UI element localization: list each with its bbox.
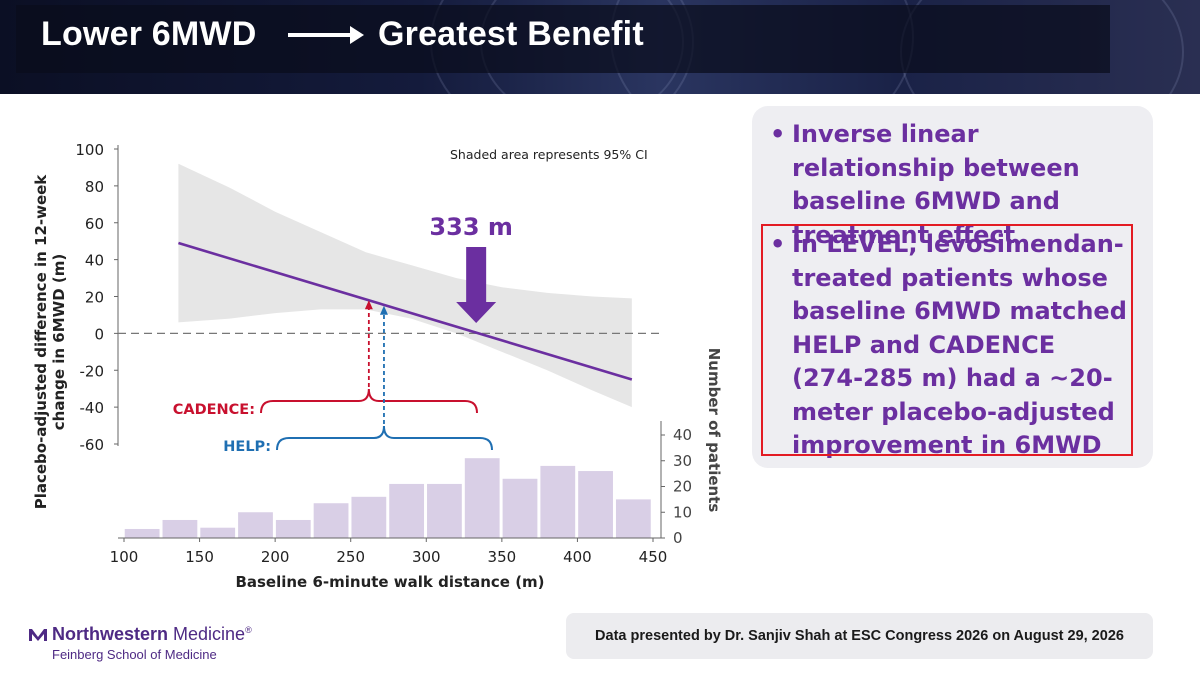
histogram-bar [389,483,425,538]
y-tick-label: -40 [80,399,105,417]
histogram-layer [124,458,651,538]
regression-line [178,241,633,381]
histogram-bar [162,519,198,538]
title-right: Greatest Benefit [378,15,644,53]
histogram-bar [464,458,500,538]
footer-text: Data presented by Dr. Sanjiv Shah at ESC… [595,628,1124,644]
histogram-bar [124,528,160,538]
down-arrow-icon [456,247,497,323]
regression-layer [178,241,633,381]
highlight-box [761,224,1133,456]
logo-wordmark: Northwestern Medicine® [52,624,252,645]
histogram-bar [502,478,538,538]
logo-registered-mark: ® [245,625,252,635]
histogram-bar [313,503,349,538]
cadence-arrowhead-icon [364,300,373,310]
annotation-333m-label: 333 m [429,213,512,241]
y-tick-label: 100 [75,141,104,159]
footer-box: Data presented by Dr. Sanjiv Shah at ESC… [566,613,1153,659]
header-banner: Lower 6MWD Greatest Benefit [0,0,1200,94]
bullet-item: • Inverse linear relationship between ba… [770,118,1140,249]
histogram-bar [540,465,576,538]
x-tick-label: 300 [412,548,441,566]
logo-name-regular: Medicine [168,624,246,644]
y-tick-label: 60 [85,215,104,233]
histogram-bar [238,512,273,538]
y2-tick-label: 0 [673,529,683,547]
y2-tick-label: 20 [673,478,692,496]
title-left: Lower 6MWD [41,15,257,53]
y-tick-label: 0 [94,325,104,343]
ci-band-layer [178,163,632,408]
help-label: HELP: [223,439,271,455]
right-arrow-icon [288,26,364,44]
cadence-label: CADENCE: [173,402,255,418]
ci-band [178,163,632,408]
y2-tick-label: 30 [673,452,692,470]
histogram-bar [578,471,613,538]
x-tick-label: 100 [110,548,139,566]
y-tick-label: 20 [85,289,104,307]
x-tick-label: 150 [185,548,214,566]
y-tick-label: 80 [85,178,104,196]
y-tick-label: -60 [80,436,105,454]
histogram-bar [427,483,462,538]
help-arrowhead-icon [379,305,388,315]
bullet-dot-icon: • [770,120,786,148]
x-tick-label: 400 [563,548,592,566]
x-tick-label: 200 [261,548,290,566]
histogram-bar [275,519,311,538]
bullet-dot-icon: • [770,230,786,258]
ci-note: Shaded area represents 95% CI [450,147,648,162]
key-findings-panel: • Inverse linear relationship between ba… [752,106,1153,468]
y-axis-label-line1: Placebo-adjusted difference in 12-week [32,174,50,510]
annotation-layer: 333 m CADENCE: HELP: [173,213,513,455]
y2-tick-label: 10 [673,503,692,521]
logo-name-bold: Northwestern [52,624,169,644]
x-tick-label: 350 [488,548,517,566]
x-tick-label: 450 [639,548,668,566]
x-tick-label: 250 [336,548,365,566]
logo-subtitle: Feinberg School of Medicine [52,647,217,662]
y-tick-label: -20 [80,362,105,380]
x-axis-label: Baseline 6-minute walk distance (m) [235,573,544,591]
histogram-bar [200,527,236,538]
northwestern-logo-icon [29,629,47,641]
cadence-bracket [260,388,478,414]
histogram-bar [615,499,651,538]
y2-axis-label: Number of patients [705,348,723,513]
histogram-bar [351,496,387,538]
help-bracket [276,425,493,451]
y-tick-label: 40 [85,252,104,270]
y2-tick-label: 40 [673,426,692,444]
title-bar: Lower 6MWD Greatest Benefit [16,5,1110,73]
y-axis-label-line2: change in 6MWD (m) [50,254,68,430]
